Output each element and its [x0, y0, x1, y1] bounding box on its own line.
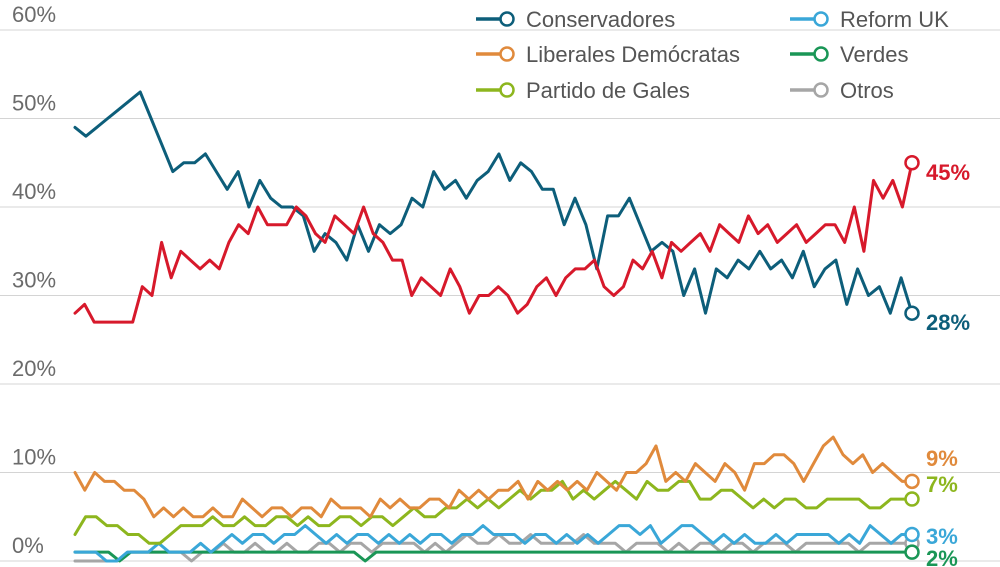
series-end-labels: 45% 28% 9%7% 3%2% — [904, 155, 970, 567]
series-line-3 — [73, 524, 914, 563]
y-tick-label: 20% — [12, 356, 56, 381]
legend-label: Verdes — [840, 42, 909, 67]
series-end-marker — [904, 473, 920, 490]
legend-label: Otros — [840, 78, 894, 103]
legend-item-3: Reform UK — [790, 7, 949, 32]
series-end-marker — [904, 305, 920, 321]
legend-item-5: Otros — [790, 78, 894, 103]
y-tick-label: 30% — [12, 268, 56, 293]
end-label-1: 9% — [926, 446, 958, 471]
series-end-marker — [904, 155, 920, 171]
end-label-3: 3% — [926, 524, 958, 549]
series-line-6 — [73, 161, 914, 324]
legend-swatch-marker — [499, 82, 515, 98]
y-tick-label: 50% — [12, 91, 56, 116]
y-tick-label: 10% — [12, 445, 56, 470]
series-end-marker — [904, 491, 920, 507]
y-tick-label: 40% — [12, 179, 56, 204]
y-axis-tick-labels: 0% 10% 20% 30% 40% 50% 60% — [12, 2, 56, 558]
legend-swatch-marker — [813, 82, 829, 98]
end-label-2: 7% — [926, 472, 958, 497]
legend-item-2: Partido de Gales — [476, 78, 690, 103]
end-label-4: 2% — [926, 546, 958, 567]
y-tick-label: 0% — [12, 533, 44, 558]
legend-swatch-marker — [499, 11, 515, 27]
end-label-6: 45% — [926, 160, 970, 185]
series-line-0 — [73, 90, 914, 315]
series-line-4 — [73, 550, 914, 563]
series-end-marker — [904, 526, 920, 543]
legend-item-4: Verdes — [790, 42, 909, 67]
series-line-5 — [73, 533, 914, 563]
series-line-1 — [73, 435, 914, 519]
y-tick-label: 60% — [12, 2, 56, 27]
legend-label: Reform UK — [840, 7, 949, 32]
gridlines — [0, 29, 1000, 562]
end-label-0: 28% — [926, 310, 970, 335]
legend-swatch-marker — [813, 11, 829, 27]
legend-item-0: Conservadores — [476, 7, 675, 32]
legend-label: Partido de Gales — [526, 78, 690, 103]
legend-item-1: Liberales Demócratas — [476, 42, 740, 67]
legend-swatch-marker — [499, 46, 515, 62]
series-end-marker — [904, 544, 920, 560]
legend: Conservadores Liberales Demócratas Partido… — [476, 7, 949, 103]
legend-swatch-marker — [813, 46, 829, 62]
legend-label: Liberales Demócratas — [526, 42, 740, 67]
series-lines — [73, 90, 914, 563]
legend-label: Conservadores — [526, 7, 675, 32]
series-line-2 — [73, 479, 914, 545]
